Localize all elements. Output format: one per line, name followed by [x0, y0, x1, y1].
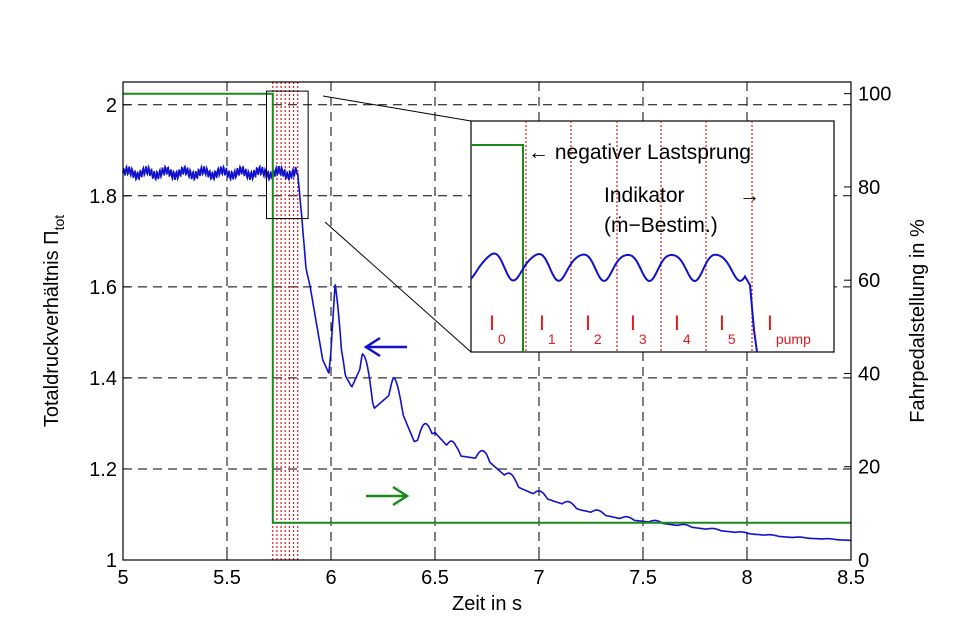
interval-label-base: I: [630, 312, 636, 335]
x-tick-label: 7: [533, 567, 544, 589]
interval-label-base: I: [585, 312, 591, 335]
y2-tick-label: 0: [858, 550, 869, 572]
interval-label-base: I: [767, 312, 773, 335]
y-tick-label: 2: [106, 95, 117, 117]
interval-label: I5: [719, 312, 736, 347]
interval-label: I4: [674, 312, 691, 347]
arrow-left-axis-head: [363, 336, 381, 358]
x-tick-label: 6.5: [421, 567, 449, 589]
plot-frame: [122, 81, 852, 561]
interval-label-sub: 3: [639, 331, 647, 347]
x-axis-label: Zeit in s: [452, 593, 522, 615]
x-tick-label: 8.5: [837, 567, 865, 589]
y-axis-label-sub: tot: [51, 215, 67, 231]
y2-tick-label: 40: [858, 363, 880, 385]
interval-label-base: I: [674, 312, 680, 335]
interval-label-base: I: [539, 312, 545, 335]
interval-label: Ipump: [767, 312, 811, 347]
zoom-box: [266, 90, 309, 220]
annotation-indicator-arrow: →: [739, 184, 760, 207]
interval-label-sub: 4: [683, 331, 691, 347]
inset-pressure-line: [470, 252, 758, 353]
y2-tick-label: 20: [858, 457, 880, 479]
interval-lines: [272, 82, 299, 560]
pressure-ratio-line: [122, 163, 851, 542]
y-axis-label-main: Totaldruckverhältnis Π: [41, 230, 63, 427]
arrow-right-axis-head: [392, 485, 410, 507]
interval-label-sub: 5: [728, 331, 736, 347]
annotation-mass-flow: (ṁ−Bestim.): [604, 214, 718, 237]
annotation-indicator: Indikator: [604, 184, 685, 207]
x-tick-label: 5: [117, 567, 128, 589]
axis-labels: Zeit in s Totaldruckverhältnis Πtot Fahr…: [41, 215, 929, 615]
interval-label-sub: 1: [548, 331, 556, 347]
interval-label: I1: [539, 312, 556, 347]
y-tick-label: 1.8: [89, 186, 117, 208]
annotation-load-step: ← negativer Lastsprung: [528, 141, 751, 164]
interval-label: I3: [630, 312, 647, 347]
zoom-indicator: [266, 90, 472, 353]
y2-tick-label: 60: [858, 270, 880, 292]
pedal-position-line: [123, 92, 851, 524]
y-tick-label: 1: [106, 550, 117, 572]
inset-plot: ← negativer Lastsprung Indikator → (ṁ−Besti…: [470, 120, 835, 353]
interval-label-sub: 2: [594, 331, 602, 347]
interval-label: I2: [585, 312, 602, 347]
y2-axis-label: Fahrpedalstellung in %: [907, 219, 929, 423]
y2-tick-label: 100: [858, 84, 891, 106]
x-tick-label: 7.5: [629, 567, 657, 589]
interval-label-sub: pump: [776, 331, 811, 347]
inset-pedal-line: [471, 144, 524, 352]
zoom-connector: [324, 221, 472, 353]
y-tick-label: 1.2: [89, 459, 117, 481]
y-tick-label: 1.4: [89, 368, 117, 390]
y-tick-label: 1.6: [89, 277, 117, 299]
interval-label-base: I: [489, 312, 495, 335]
y2-tick-label: 80: [858, 177, 880, 199]
axes: 5 5.5 6 6.5 7 7.5 8 8.511.21.41.61.820204060801…: [89, 81, 891, 589]
x-tick-label: 5.5: [213, 567, 241, 589]
x-tick-label: 6: [325, 567, 336, 589]
inset-frame: [470, 120, 835, 353]
interval-label-base: I: [719, 312, 725, 335]
interval-label: I0: [489, 312, 506, 347]
interval-label-sub: 0: [498, 331, 506, 347]
zoom-connector: [322, 95, 472, 122]
y-axis-label: Totaldruckverhältnis Πtot: [41, 215, 67, 427]
series-group: [122, 92, 851, 542]
x-tick-label: 8: [741, 567, 752, 589]
